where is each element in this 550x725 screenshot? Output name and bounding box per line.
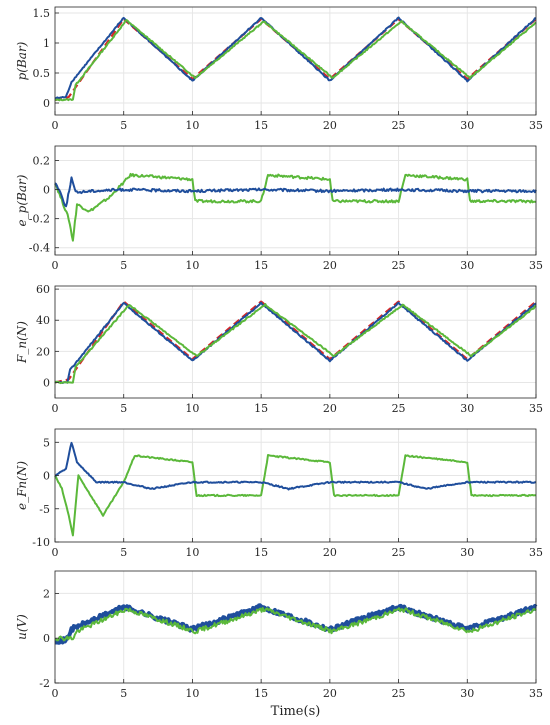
x-tick-label: 0 [52, 119, 59, 132]
y-tick-label: 60 [36, 283, 50, 296]
series-line-3 [54, 303, 537, 385]
x-tick-label: 35 [529, 402, 543, 415]
series-line-2 [54, 441, 536, 491]
x-tick-label: 10 [185, 259, 199, 272]
x-tick-label: 20 [323, 546, 337, 559]
y-tick-label: 0 [43, 376, 50, 389]
y-tick-label: 0.5 [33, 67, 51, 80]
x-tick-label: 30 [460, 259, 474, 272]
x-tick-label: 25 [392, 119, 406, 132]
x-tick-label: 15 [254, 546, 268, 559]
series-line-1 [54, 172, 537, 242]
x-tick-label: 20 [323, 119, 337, 132]
y-tick-label: 2 [43, 587, 50, 600]
x-tick-label: 25 [392, 402, 406, 415]
x-tick-label: 15 [254, 687, 268, 700]
y-tick-label: -10 [32, 536, 50, 549]
y-tick-label: 0 [43, 184, 50, 197]
y-tick-label: 20 [36, 345, 50, 358]
y-tick-label: 0.2 [33, 155, 51, 168]
x-tick-label: 25 [392, 687, 406, 700]
series-line-3 [54, 19, 537, 102]
x-tick-label: 35 [529, 546, 543, 559]
x-tick-label: 20 [323, 259, 337, 272]
x-tick-label: 15 [254, 402, 268, 415]
x-tick-label: 20 [323, 402, 337, 415]
x-tick-label: 5 [120, 259, 127, 272]
chart-panel-2: 0 5 10 15 20 25 30 35 -0.4 -0.2 0 0.2 e_p(Bar) [15, 145, 543, 272]
y-tick-label: -5 [39, 503, 50, 516]
chart-panel-3: 0 5 10 15 20 25 30 35 0 20 40 60 F_n(N) [15, 283, 543, 415]
series-line-2 [54, 176, 537, 208]
x-tick-label: 30 [460, 687, 474, 700]
x-tick-label: 25 [392, 546, 406, 559]
x-tick-label: 35 [529, 687, 543, 700]
x-tick-label: 30 [460, 546, 474, 559]
y-tick-label: 0 [43, 470, 50, 483]
x-tick-label: 5 [120, 119, 127, 132]
series-line-2 [55, 606, 537, 642]
x-tick-label: 20 [323, 687, 337, 700]
axes-frame [54, 145, 537, 256]
axes-frame [54, 570, 537, 684]
x-axis-label: Time(s) [271, 704, 321, 719]
series-line-2 [54, 301, 537, 384]
x-tick-label: 5 [120, 546, 127, 559]
x-tick-label: 30 [460, 119, 474, 132]
x-tick-label: 15 [254, 119, 268, 132]
series-line-2 [55, 16, 536, 100]
x-tick-label: 15 [254, 259, 268, 272]
y-tick-label: -0.2 [29, 213, 50, 226]
series-line-1 [54, 603, 538, 645]
y-axis-label: e_p(Bar) [15, 174, 29, 226]
x-tick-label: 10 [185, 546, 199, 559]
y-tick-label: 0 [43, 97, 50, 110]
y-tick-label: 1 [43, 37, 50, 50]
x-tick-label: 10 [185, 687, 199, 700]
y-tick-label: 5 [43, 436, 50, 449]
y-tick-label: -2 [39, 677, 50, 690]
series-line-1 [54, 454, 537, 537]
x-tick-label: 5 [120, 687, 127, 700]
x-tick-label: 35 [529, 259, 543, 272]
x-tick-label: 10 [185, 119, 199, 132]
y-tick-label: 40 [36, 314, 50, 327]
chart-panel-4: 0 5 10 15 20 25 30 35 -10 -5 0 5 e_Fn(N) [15, 428, 543, 559]
axes-frame [54, 285, 537, 399]
chart-panel-1: 0 5 10 15 20 25 30 35 0 0.5 1 1.5 p(Bar) [15, 6, 543, 132]
y-tick-label: -0.4 [29, 242, 50, 255]
x-tick-label: 35 [529, 119, 543, 132]
x-tick-label: 0 [52, 546, 59, 559]
y-axis-label: u(V) [15, 614, 29, 640]
y-tick-label: 1.5 [33, 7, 51, 20]
axes-frame [54, 6, 537, 116]
y-axis-label: F_n(N) [15, 321, 29, 364]
x-tick-label: 0 [52, 687, 59, 700]
y-axis-label: e_Fn(N) [15, 461, 29, 510]
x-tick-label: 30 [460, 402, 474, 415]
x-tick-label: 25 [392, 259, 406, 272]
x-tick-label: 0 [52, 402, 59, 415]
y-tick-label: 0 [43, 632, 50, 645]
series-line-1 [54, 300, 537, 384]
axes-frame [54, 428, 537, 543]
y-axis-label: p(Bar) [15, 41, 29, 80]
x-tick-label: 0 [52, 259, 59, 272]
series-line-1 [54, 17, 537, 102]
x-tick-label: 5 [120, 402, 127, 415]
x-tick-label: 10 [185, 402, 199, 415]
